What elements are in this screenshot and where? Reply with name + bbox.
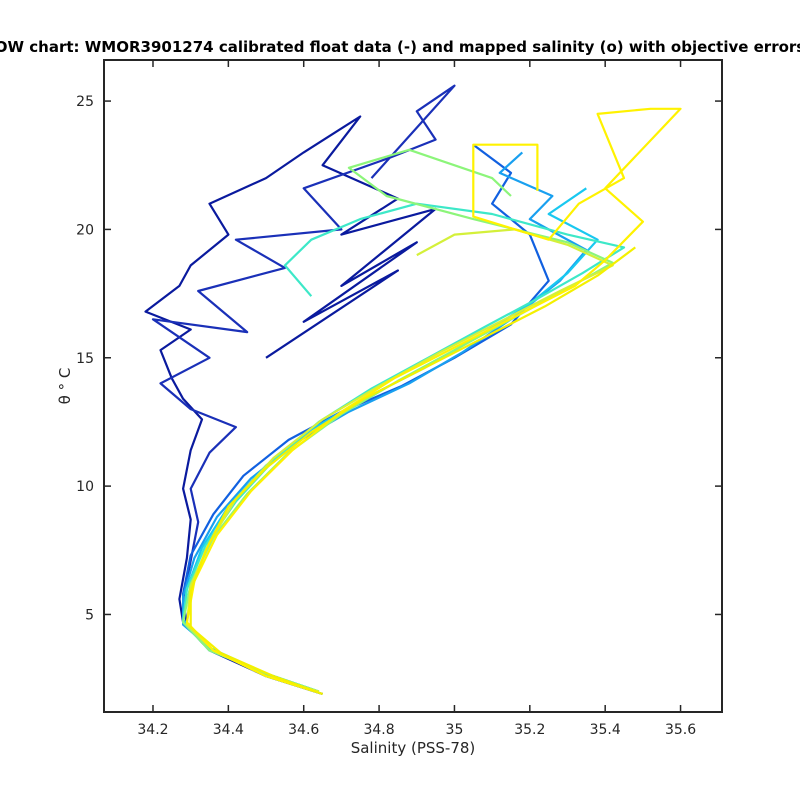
x-tick-label: 34.4 [213,722,244,738]
x-tick-label: 34.8 [363,722,394,738]
axes-frame [103,59,723,713]
y-tick-label: 10 [76,479,94,495]
series-line-7 [182,148,614,693]
chart-title: OW chart: WMOR3901274 calibrated float d… [0,38,800,56]
series-line-10 [189,246,636,696]
x-tick-label: 35.2 [514,722,545,738]
y-axis-label: θ ° C [56,368,74,405]
x-tick-label: 34.6 [288,722,319,738]
x-axis: 34.2 34.4 34.6 34.8 35 35.2 35.4 35.6 [137,60,696,738]
series-layer [144,84,682,696]
x-axis-label: Salinity (PSS-78) [351,739,476,757]
y-tick-label: 25 [76,94,94,110]
x-tick-label: 35.4 [590,722,621,738]
y-tick-label: 5 [85,607,94,623]
plot-area [104,60,722,712]
series-line-6 [182,202,626,693]
y-tick-label: 20 [76,222,94,238]
y-tick-label: 15 [76,351,94,367]
x-tick-label: 35 [446,722,464,738]
y-axis: 5 10 15 20 25 [76,94,722,623]
x-tick-label: 34.2 [137,722,168,738]
x-tick-label: 35.6 [665,722,696,738]
series-line-4 [182,151,588,696]
